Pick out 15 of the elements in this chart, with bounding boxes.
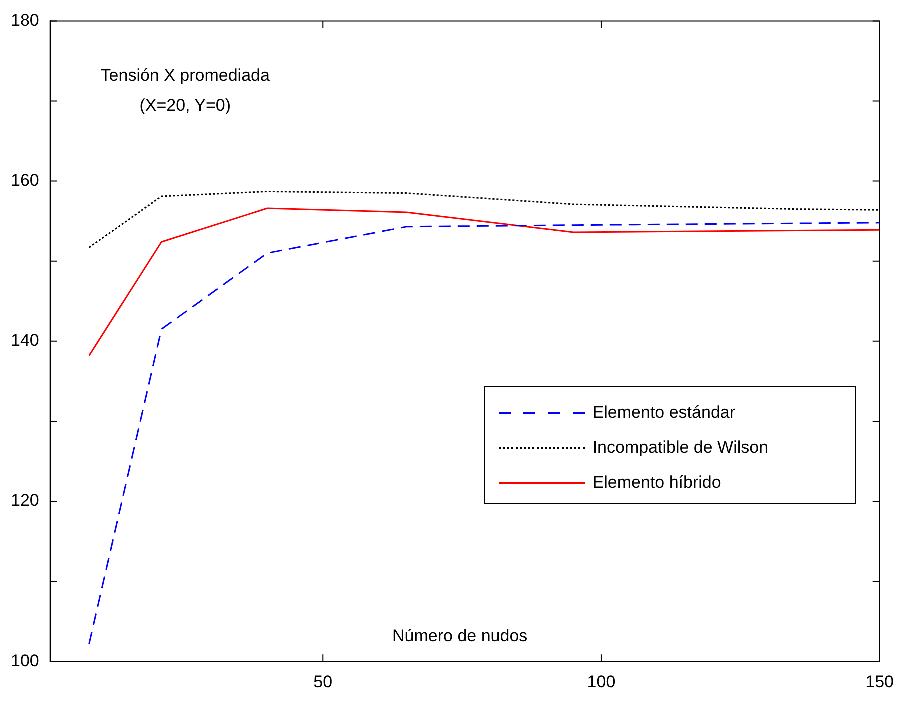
x-tick-label: 50 (314, 672, 333, 692)
y-tick-label: 120 (10, 491, 40, 510)
annotation: (X=20, Y=0) (140, 96, 232, 115)
legend-label: Elemento híbrido (592, 472, 722, 493)
x-tick-label: 150 (866, 672, 894, 692)
y-tick-label: 180 (10, 10, 40, 30)
x-axis-title: Número de nudos (392, 626, 528, 646)
y-tick-label: 100 (10, 651, 40, 670)
x-tick-label: 100 (587, 672, 616, 692)
y-tick-label: 160 (10, 170, 40, 190)
line-series (88, 222, 880, 645)
annotation: Tensión X promediada (100, 66, 270, 85)
y-tick-label: 140 (10, 331, 40, 350)
legend-label: Elemento estándar (592, 402, 736, 423)
legend-label: Incompatible de Wilson (592, 438, 769, 458)
